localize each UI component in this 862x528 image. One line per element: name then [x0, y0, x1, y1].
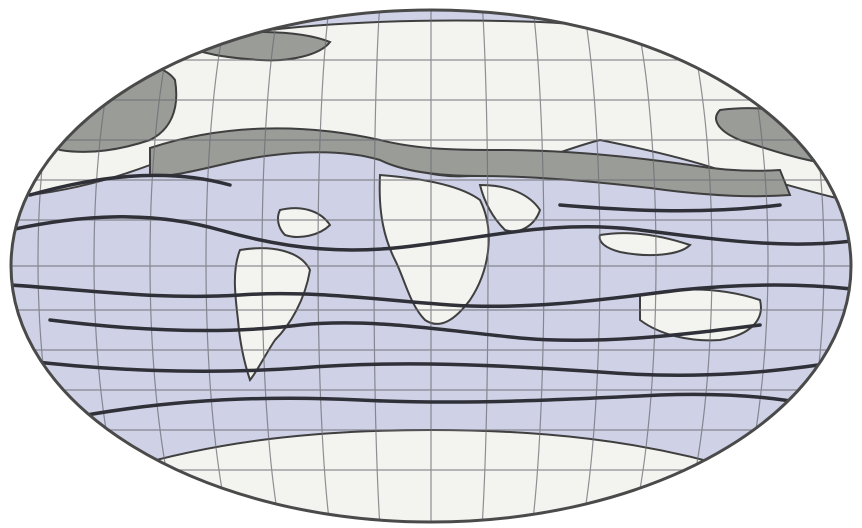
- land-indonesia: [598, 232, 692, 257]
- shaded-band-central: [149, 127, 792, 198]
- land-south-america: [233, 247, 312, 383]
- current-lines: [11, 173, 851, 422]
- land-central-america: [276, 207, 332, 238]
- land-africa: [378, 173, 490, 325]
- map-frame: [9, 8, 853, 524]
